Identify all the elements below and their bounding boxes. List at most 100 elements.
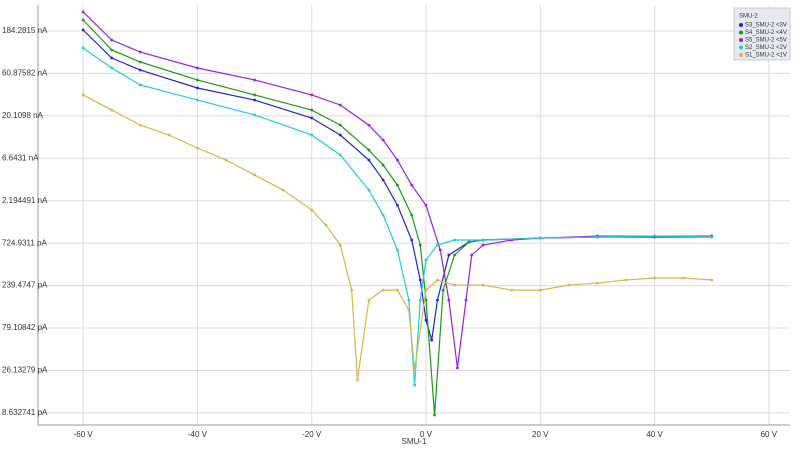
legend-box	[733, 7, 791, 61]
data-point	[167, 133, 171, 137]
data-point	[81, 46, 85, 50]
data-point	[430, 338, 434, 342]
data-point	[418, 278, 422, 282]
legend-label: S1_SMU-2 <1V	[745, 53, 787, 59]
data-point	[81, 28, 85, 32]
data-point	[110, 56, 114, 60]
x-tick-label: -20 V	[302, 430, 322, 439]
y-tick-label: 79.10842 pA	[2, 323, 48, 332]
data-point	[467, 240, 471, 244]
data-point	[410, 213, 414, 217]
data-point	[138, 83, 142, 87]
data-point	[381, 288, 385, 292]
data-point	[710, 235, 714, 239]
data-point	[138, 50, 142, 54]
data-point	[453, 253, 456, 257]
data-point	[367, 123, 371, 127]
data-point	[418, 298, 422, 302]
legend-marker	[739, 45, 743, 50]
data-point	[110, 66, 114, 70]
x-tick-label: 0 V	[420, 430, 433, 439]
data-point	[436, 278, 439, 282]
data-point	[253, 173, 256, 177]
data-point	[138, 68, 142, 72]
y-tick-label: 60.87582 nA	[2, 69, 48, 78]
legend-marker	[739, 30, 743, 35]
data-point	[324, 223, 328, 227]
data-point	[367, 298, 371, 302]
data-point	[253, 93, 256, 97]
data-point	[281, 188, 285, 192]
data-point	[413, 383, 416, 387]
data-point	[710, 278, 714, 282]
data-point	[464, 298, 468, 302]
data-point	[433, 413, 436, 417]
data-point	[447, 253, 451, 257]
x-tick-label: 40 V	[646, 430, 663, 439]
data-point	[381, 163, 385, 167]
data-point	[441, 288, 445, 292]
data-point	[196, 146, 199, 150]
legend-label: S4_SMU-2 <4V	[745, 30, 787, 36]
y-tick-label: 2.194491 nA	[2, 196, 48, 205]
data-point	[310, 93, 314, 97]
data-point	[310, 108, 314, 112]
data-point	[196, 98, 199, 102]
data-point	[367, 188, 371, 192]
data-point	[338, 243, 342, 247]
data-point	[410, 183, 414, 187]
x-tick-label: 20 V	[532, 430, 549, 439]
data-point	[396, 158, 399, 162]
data-point	[624, 278, 628, 282]
data-point	[438, 248, 442, 252]
data-point	[436, 243, 439, 247]
data-point	[681, 276, 685, 280]
data-point	[424, 203, 428, 207]
data-point	[338, 153, 342, 157]
data-point	[381, 213, 385, 217]
data-point	[596, 281, 599, 285]
data-point	[436, 298, 439, 302]
data-point	[253, 78, 256, 82]
data-point	[396, 183, 399, 187]
data-point	[567, 283, 571, 287]
data-point	[110, 38, 114, 42]
data-point	[196, 78, 199, 82]
data-point	[381, 178, 385, 182]
data-point	[396, 203, 399, 207]
data-point	[424, 298, 428, 302]
y-tick-label: 239.4747 pA	[2, 281, 48, 290]
data-point	[356, 378, 359, 382]
x-tick-label: -60 V	[74, 430, 94, 439]
data-point	[338, 123, 342, 127]
data-point	[81, 93, 85, 97]
legend-marker	[739, 53, 743, 57]
series-line	[82, 47, 712, 386]
data-point	[381, 138, 385, 142]
data-point	[424, 318, 428, 322]
data-point	[253, 113, 256, 117]
data-point	[538, 236, 542, 240]
data-point	[510, 288, 514, 292]
y-tick-label: 6.6431 nA	[2, 153, 39, 162]
data-point	[196, 86, 199, 90]
data-point	[410, 238, 414, 242]
data-point	[407, 308, 411, 312]
y-tick-label: 20.1098 nA	[2, 111, 44, 120]
data-point	[110, 48, 114, 52]
legend-label: S3_SMU-2 <3V	[745, 23, 787, 29]
data-point	[413, 368, 416, 372]
data-point	[596, 235, 599, 239]
data-point	[470, 253, 474, 257]
y-tick-label: 724.9311 pA	[2, 238, 47, 247]
data-point	[424, 258, 428, 262]
data-point	[396, 248, 399, 252]
legend-label: S5_SMU-2 <5V	[745, 38, 787, 44]
data-point	[396, 288, 399, 292]
data-point	[481, 243, 485, 247]
data-point	[81, 18, 85, 22]
series-line	[82, 19, 712, 416]
series-line	[82, 94, 712, 381]
data-point	[653, 234, 656, 238]
data-point	[310, 133, 314, 137]
